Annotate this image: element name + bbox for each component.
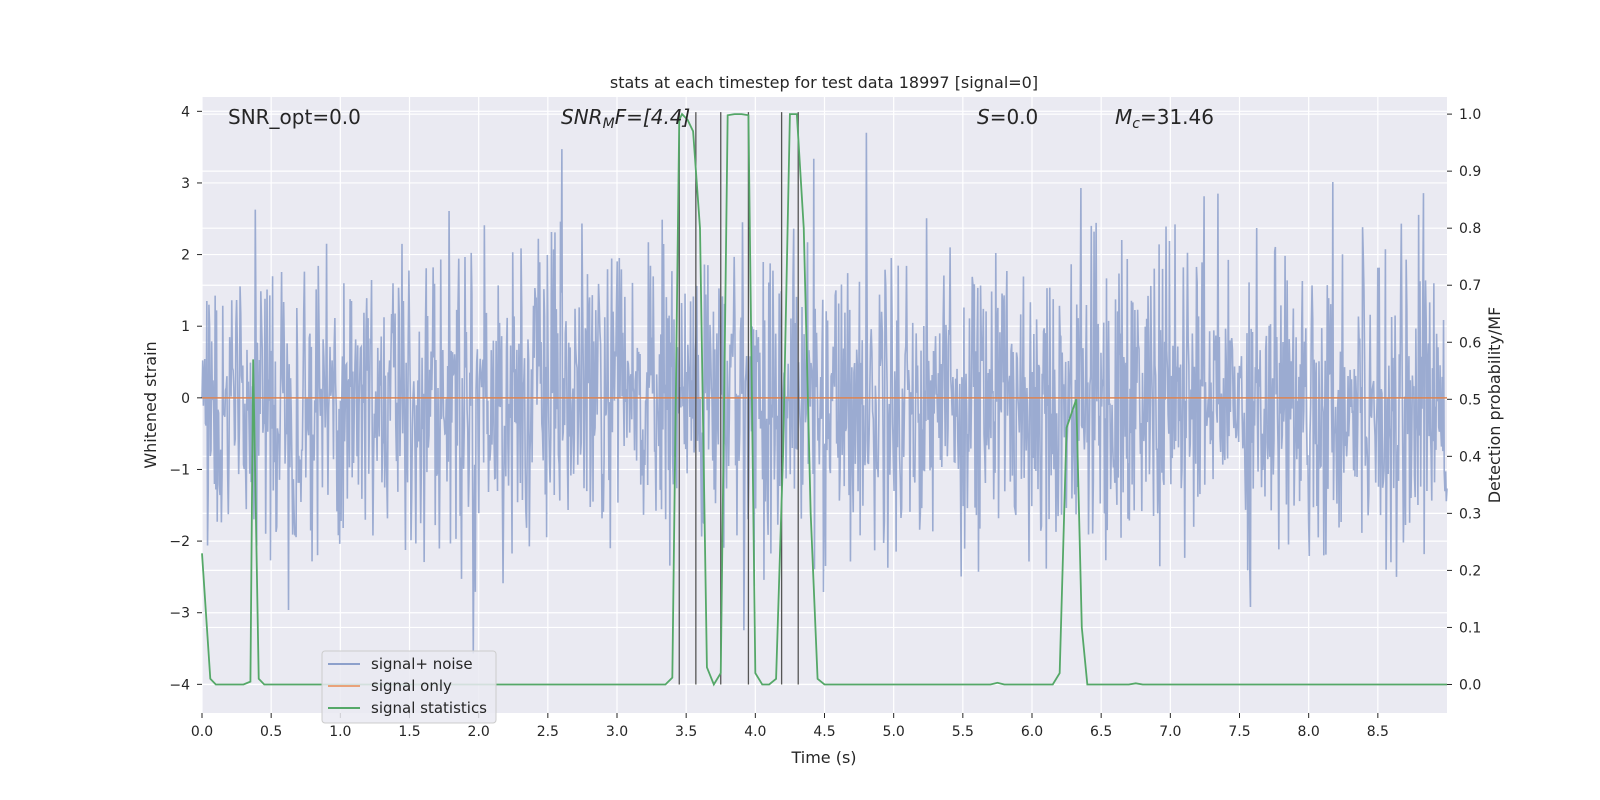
x-tick-label-10: 5.0 (883, 724, 905, 740)
y-right-tick-label-6: 0.4 (1459, 449, 1481, 465)
y-right-tick-label-1: 0.9 (1459, 164, 1481, 180)
annotation-s-main: S (977, 105, 990, 129)
y-right-ticks: 1.0 0.9 0.8 0.7 0.6 0.5 0.4 0.3 0.2 0.1 0.0 (1447, 107, 1481, 693)
y-left-tick-label-4: 0 (181, 391, 190, 407)
x-tick-label-0: 0.0 (191, 724, 213, 740)
y-right-tick-label-9: 0.1 (1459, 620, 1481, 636)
annotation-snr-mf-main: SNR (561, 105, 603, 129)
y-left-tick-label-2: 2 (181, 248, 190, 264)
x-tick-label-1: 0.5 (260, 724, 282, 740)
annotation-snr-opt: SNR_opt=0.0 (228, 105, 361, 129)
y-right-tick-label-2: 0.8 (1459, 221, 1481, 237)
y-left-ticks: 4 3 2 1 0 −1 −2 −3 −4 (169, 104, 202, 693)
signal-statistics-line (201, 112, 1447, 687)
annotation-s-rest: =0.0 (990, 105, 1039, 129)
x-axis-label: Time (s) (790, 748, 856, 767)
y-left-tick-label-7: −3 (169, 606, 190, 622)
vertical-lines (678, 112, 799, 685)
signal-statistics-series (201, 112, 1447, 687)
annotation-mc-sub: c (1132, 116, 1140, 132)
grid (201, 97, 1447, 713)
y-right-tick-label-0: 1.0 (1459, 107, 1481, 123)
x-tick-label-11: 5.5 (952, 724, 974, 740)
y-right-tick-label-8: 0.2 (1459, 563, 1481, 579)
x-tick-label-5: 2.5 (537, 724, 559, 740)
y-right-tick-label-7: 0.3 (1459, 506, 1481, 522)
legend-label-signal-statistics: signal statistics (371, 699, 487, 717)
legend-box (321, 650, 497, 724)
x-tick-label-16: 8.0 (1298, 724, 1320, 740)
y-right-tick-label-5: 0.5 (1459, 392, 1481, 408)
x-tick-label-2: 1.0 (329, 724, 351, 740)
annotation-snr-mf-sub: M (603, 116, 615, 132)
y-left-tick-label-0: 4 (181, 104, 190, 120)
x-tick-label-15: 7.5 (1228, 724, 1250, 740)
y-right-tick-label-10: 0.0 (1459, 677, 1481, 693)
x-tick-label-3: 1.5 (398, 724, 420, 740)
x-tick-label-6: 3.0 (606, 724, 628, 740)
y-left-tick-label-1: 3 (181, 176, 190, 192)
legend: signal+ noise signal only signal statist… (321, 650, 497, 724)
annotation-snr-mf-rest: F=[4.4] (615, 105, 691, 129)
x-tick-label-17: 8.5 (1367, 724, 1389, 740)
annotation-mc: Mc=31.46 (1115, 105, 1214, 132)
x-tick-label-8: 4.0 (744, 724, 766, 740)
y-left-tick-label-5: −1 (169, 462, 190, 478)
y-left-tick-label-3: 1 (181, 319, 190, 335)
annotation-s: S=0.0 (977, 105, 1038, 129)
annotation-mc-rest: =31.46 (1140, 105, 1214, 129)
y-right-tick-label-4: 0.6 (1459, 335, 1481, 351)
chart-title: stats at each timestep for test data 189… (610, 73, 1038, 92)
y-right-tick-label-3: 0.7 (1459, 278, 1481, 294)
x-tick-label-4: 2.0 (468, 724, 490, 740)
x-ticks: 0.0 0.5 1.0 1.5 2.0 2.5 3.0 3.5 4.0 4.5 5.0 5.5 6.0 6… (191, 713, 1389, 740)
legend-label-signal-noise: signal+ noise (371, 655, 473, 673)
annotation-snr-mf: SNRMF=[4.4] (561, 105, 690, 132)
y-axis-label-right: Detection probability/MF (1485, 307, 1504, 504)
annotation-mc-main: M (1115, 105, 1132, 129)
x-tick-label-14: 7.0 (1159, 724, 1181, 740)
legend-label-signal-only: signal only (371, 677, 452, 695)
x-tick-label-13: 6.5 (1090, 724, 1112, 740)
signal-noise-line (201, 132, 1448, 654)
y-left-tick-label-8: −4 (169, 677, 190, 693)
noise-series (201, 132, 1448, 654)
x-tick-label-7: 3.5 (675, 724, 697, 740)
y-left-tick-label-6: −2 (169, 534, 190, 550)
y-axis-label-left: Whitened strain (141, 341, 160, 468)
x-tick-label-9: 4.5 (813, 724, 835, 740)
x-tick-label-12: 6.0 (1021, 724, 1043, 740)
